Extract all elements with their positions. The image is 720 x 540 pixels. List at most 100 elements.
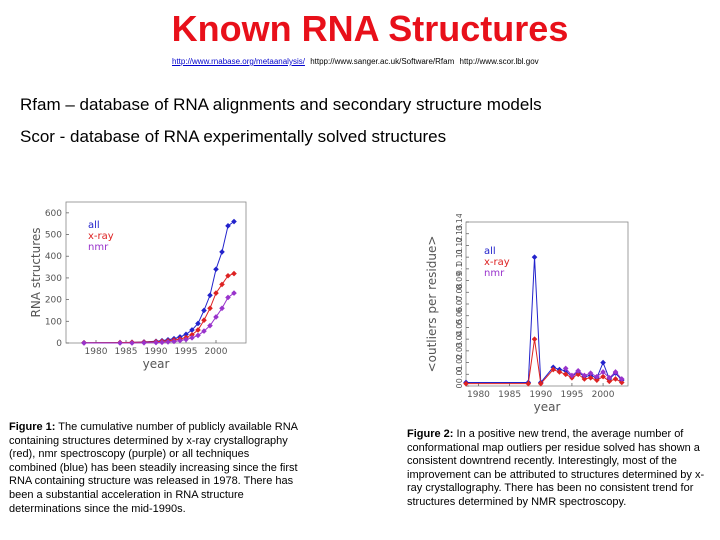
data-point-x-ray (231, 270, 237, 277)
data-point-nmr (594, 373, 600, 380)
data-point-nmr (231, 290, 237, 296)
x-tick-label: 2000 (592, 390, 615, 400)
figure-2-svg: 1980 1985 1990 1995 200000.010.020.030.040.0… (425, 213, 629, 414)
data-point-x-ray (594, 377, 600, 383)
legend-entry-x-ray: x-ray (484, 257, 510, 268)
data-point-nmr (569, 372, 575, 379)
legend-entry-nmr: nmr (484, 268, 505, 279)
y-tick-label: 0 (56, 339, 62, 349)
y-tick-label: 400 (45, 252, 62, 262)
series-line-nmr (84, 292, 235, 344)
legend-entry-all: all (88, 220, 100, 231)
y-tick-label: 600 (45, 209, 62, 219)
data-point-all (207, 292, 213, 299)
y-tick-label: 0.1 (455, 262, 464, 275)
data-point-x-ray (618, 379, 625, 386)
data-point-all (213, 266, 219, 273)
data-point-x-ray (195, 327, 201, 333)
data-point-x-ray (201, 317, 207, 324)
legend-entry-x-ray: x-ray (88, 231, 114, 242)
y-axis-label: <outliers per residue> (425, 236, 439, 373)
figure-1-text: The cumulative number of publicly availa… (9, 421, 298, 515)
y-tick-label: 0.01 (455, 365, 464, 383)
x-tick-label: 1995 (560, 390, 583, 400)
data-point-nmr (562, 365, 569, 372)
series-line-x-ray (466, 339, 623, 385)
y-tick-label: 500 (45, 231, 62, 241)
x-tick-label: 2000 (205, 347, 228, 357)
figure-2-chart: 1980 1985 1990 1995 2000 0 0.01 0.02 0.03 0.04 0.0… (408, 213, 630, 420)
data-point-nmr (117, 340, 123, 346)
y-tick-label: 0.11 (455, 248, 464, 266)
data-point-nmr (159, 339, 165, 346)
rnabase-link[interactable]: http://www.rnabase.org/metaanalysis/ (172, 57, 305, 66)
x-tick-label: 1985 (115, 347, 138, 357)
data-point-nmr (575, 367, 581, 374)
data-point-nmr (153, 339, 159, 346)
figure-2-caption: Figure 2: In a positive new trend, the a… (407, 428, 707, 510)
data-point-nmr (177, 337, 183, 344)
data-point-nmr (606, 375, 613, 381)
data-point-all (600, 359, 606, 366)
data-point-nmr (165, 339, 171, 345)
x-axis-label: year (143, 357, 170, 371)
scor-link: http://www.scor.lbl.gov (459, 57, 539, 66)
series-line-nmr (565, 368, 623, 380)
data-point-nmr (81, 340, 87, 346)
data-point-nmr (129, 340, 135, 346)
y-tick-label: 0.03 (455, 342, 464, 360)
data-point-x-ray (537, 380, 544, 387)
data-point-nmr (600, 369, 606, 375)
series-line-all (466, 257, 623, 384)
figure-2-label: Figure 2: (407, 428, 454, 440)
data-point-nmr (587, 370, 594, 376)
data-point-x-ray (562, 371, 569, 378)
y-tick-label: 300 (45, 274, 62, 284)
x-tick-label: 1995 (175, 347, 198, 357)
y-tick-label: 0.12 (455, 237, 464, 255)
y-tick-label: 0 (455, 383, 464, 388)
data-point-x-ray (189, 331, 195, 338)
y-tick-label: 0.06 (455, 307, 464, 325)
y-tick-label: 0.05 (455, 319, 464, 337)
y-tick-label: 0.02 (455, 354, 464, 372)
y-tick-label: 0.08 (455, 283, 464, 301)
data-point-all (189, 327, 195, 333)
data-point-x-ray (587, 375, 594, 381)
x-axis-label: year (534, 400, 561, 414)
data-point-nmr (195, 332, 201, 339)
data-point-x-ray (463, 380, 469, 387)
data-point-x-ray (531, 336, 538, 342)
x-tick-label: 1990 (529, 390, 552, 400)
data-point-x-ray (550, 366, 557, 373)
figure-1-label: Figure 1: (9, 421, 56, 433)
x-tick-label: 1985 (498, 390, 521, 400)
data-point-all (201, 307, 207, 314)
y-tick-label: 0.13 (455, 225, 464, 243)
figure-1-chart: 1980 1985 1990 1995 2000 0 100 200 300 400 500 600 y… (22, 190, 250, 418)
data-point-nmr (201, 328, 207, 334)
data-point-nmr (581, 372, 588, 379)
legend-entry-all: all (484, 246, 496, 257)
data-point-x-ray (606, 378, 613, 385)
data-point-all (219, 249, 225, 255)
data-point-all (531, 254, 538, 260)
data-point-all (195, 320, 201, 327)
data-point-all (183, 331, 189, 338)
data-point-x-ray (213, 290, 219, 296)
y-axis-label: RNA structures (29, 227, 43, 317)
figure-1-svg: 1980 1985 1990 1995 2000 0 100 200 300 400 500 600 y… (29, 201, 247, 371)
y-tick-label: 0.07 (455, 295, 464, 313)
y-tick-label: 200 (45, 296, 62, 306)
figure-2-text: In a positive new trend, the average num… (407, 428, 705, 508)
x-tick-label: 1990 (145, 347, 168, 357)
legend-entry-nmr: nmr (88, 242, 109, 253)
data-point-x-ray (207, 305, 213, 312)
data-point-x-ray (525, 380, 532, 387)
data-point-nmr (189, 334, 195, 341)
data-point-nmr (141, 339, 147, 346)
x-tick-label: 1980 (85, 347, 108, 357)
rfam-description: Rfam – database of RNA alignments and se… (20, 95, 542, 114)
data-point-nmr (207, 322, 213, 329)
data-point-x-ray (600, 373, 606, 380)
